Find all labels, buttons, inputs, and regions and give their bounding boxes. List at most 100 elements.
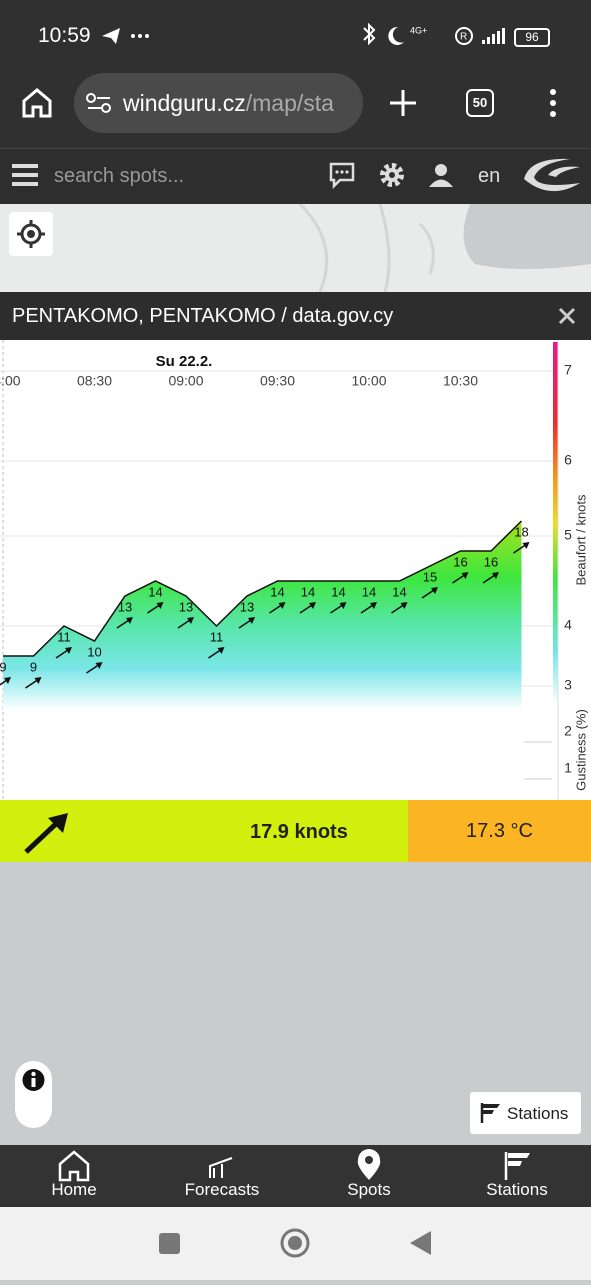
x-tick-label: 10:30 xyxy=(443,373,478,389)
status-icons-left xyxy=(102,28,149,44)
date-label: Su 22.2. xyxy=(156,353,213,370)
settings-icon[interactable] xyxy=(379,162,405,188)
nav-spots[interactable]: Spots xyxy=(347,1180,391,1199)
wind-arrowhead xyxy=(309,602,316,609)
value-label: 15 xyxy=(423,569,437,584)
current-temperature: 17.3 °C xyxy=(408,800,591,862)
wind-arrowhead xyxy=(95,662,103,669)
color-scale xyxy=(553,342,558,705)
wind-line xyxy=(3,520,523,657)
wind-arrow xyxy=(360,604,374,614)
wind-arrowhead xyxy=(156,602,164,609)
wind-area xyxy=(3,521,522,710)
value-label: 11 xyxy=(57,629,71,644)
current-wind: 17.9 knots xyxy=(250,821,348,843)
value-label: 9 xyxy=(0,659,7,674)
value-label: 14 xyxy=(270,584,284,599)
wind-arrow xyxy=(147,604,160,614)
chat-icon[interactable] xyxy=(328,161,356,189)
url: windguru.cz/map/sta xyxy=(123,90,353,117)
tab-count[interactable]: 50 xyxy=(466,89,494,117)
home-button[interactable] xyxy=(20,86,54,120)
wind-arrow xyxy=(330,604,343,614)
wind-arrowhead xyxy=(248,617,255,624)
wind-arrow xyxy=(482,574,496,584)
y-tick-label: 7 xyxy=(564,362,572,378)
x-tick-label: 10:00 xyxy=(351,373,386,389)
value-label: 14 xyxy=(362,584,376,599)
wind-arrow xyxy=(55,649,69,659)
nav-forecasts[interactable]: Forecasts xyxy=(184,1180,260,1199)
y2-tick-label: 2 xyxy=(564,723,572,739)
url-bar[interactable]: windguru.cz/map/sta xyxy=(74,73,363,133)
nav-icons xyxy=(58,1149,530,1182)
value-label: 11 xyxy=(210,629,224,644)
stations-button[interactable]: Stations xyxy=(470,1092,581,1134)
hamburger[interactable] xyxy=(12,163,38,187)
wind-arrowhead xyxy=(217,647,225,654)
battery: 96 xyxy=(514,28,550,47)
popup-header xyxy=(0,292,591,340)
new-tab-button[interactable] xyxy=(388,88,418,118)
value-label: 14 xyxy=(301,584,315,599)
wind-arrowhead xyxy=(34,677,42,684)
wind-arrowhead xyxy=(339,602,347,609)
menu-button[interactable] xyxy=(546,88,560,118)
stations-flag-icon xyxy=(480,1103,500,1123)
current-wind-panel xyxy=(0,800,408,862)
locate-icon xyxy=(17,220,45,248)
nav-home[interactable]: Home xyxy=(51,1180,97,1199)
wind-arrowhead xyxy=(126,617,133,624)
url-host: windguru.cz xyxy=(123,90,246,116)
y-tick-label: 4 xyxy=(564,617,572,633)
wind-arrow xyxy=(116,619,130,629)
wind-arrow xyxy=(513,544,526,554)
value-label: 14 xyxy=(331,584,345,599)
wind-arrowhead xyxy=(187,617,194,624)
value-label: 13 xyxy=(118,599,132,614)
language[interactable]: en xyxy=(478,165,501,187)
x-tick-label: 08:00 xyxy=(0,373,21,389)
clock: 10:59 xyxy=(38,24,91,47)
info-icon xyxy=(22,1069,45,1091)
x-tick-label: 08:30 xyxy=(77,373,112,389)
svg-text:R: R xyxy=(460,32,467,43)
y-axis-title: Beaufort / knots xyxy=(573,494,588,586)
locate-button[interactable] xyxy=(9,212,53,256)
value-label: 16 xyxy=(484,554,498,569)
wind-arrowhead xyxy=(461,572,469,579)
wind-arrow xyxy=(86,664,99,674)
close-button[interactable] xyxy=(558,307,576,325)
bottom-nav xyxy=(0,1145,591,1207)
x-tick-label: 09:00 xyxy=(168,373,203,389)
wind-arrow xyxy=(269,604,282,614)
site-settings-icon xyxy=(86,93,111,113)
wind-arrow xyxy=(238,619,252,629)
popup-title: PENTAKOMO, PENTAKOMO / data.gov.cy xyxy=(12,305,394,327)
user-icon[interactable] xyxy=(428,162,454,188)
wind-arrowhead xyxy=(4,677,11,684)
wind-arrowhead xyxy=(370,602,377,609)
site-header xyxy=(0,148,591,205)
url-path: /map/sta xyxy=(245,90,334,116)
info-button[interactable] xyxy=(15,1061,52,1128)
wind-chart: Su 22.2. Beaufort / knots Gustiness (%) … xyxy=(0,340,591,800)
system-nav xyxy=(0,1207,591,1280)
wind-arrowhead xyxy=(278,602,286,609)
system-nav-buttons xyxy=(159,1228,431,1258)
value-label: 10 xyxy=(87,644,101,659)
search-input[interactable]: search spots... xyxy=(54,165,185,187)
value-label: 13 xyxy=(240,599,254,614)
y2-axis-title: Gustiness (%) xyxy=(573,709,588,791)
wind-arrow xyxy=(208,649,221,659)
nav-stations[interactable]: Stations xyxy=(486,1180,548,1199)
windguru-logo[interactable] xyxy=(520,153,584,199)
value-label: 13 xyxy=(179,599,193,614)
map-roads xyxy=(298,204,591,292)
value-label: 18 xyxy=(514,524,528,539)
y2-tick-label: 1 xyxy=(564,760,572,776)
value-label: 9 xyxy=(30,659,37,674)
wind-arrow xyxy=(421,589,435,599)
current-wind-arrow xyxy=(24,813,68,854)
